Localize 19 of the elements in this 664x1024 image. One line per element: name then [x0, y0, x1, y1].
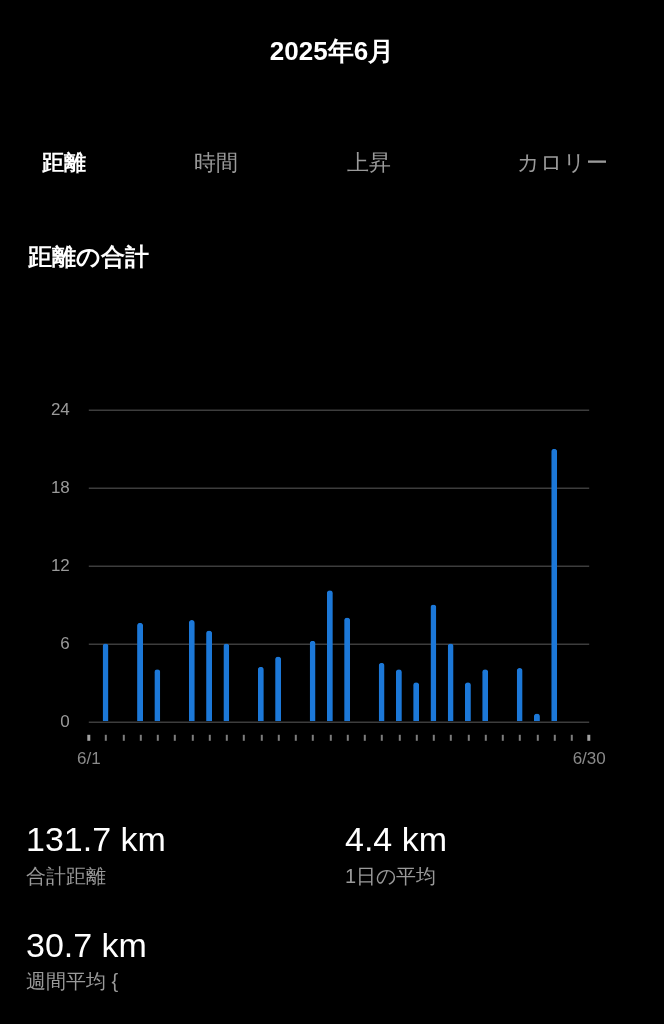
text: 距離 [40, 150, 86, 175]
y-tick-label: 0 [60, 711, 70, 731]
chart-subtitle: 距離の合計 [27, 243, 149, 270]
y-tick-label: 24 [50, 400, 70, 420]
chart-title: 2025年6月 [269, 36, 395, 66]
text: 時間 [194, 150, 238, 175]
text: 131.7 km [26, 820, 166, 858]
x-tick-label: 6/1 [76, 748, 101, 768]
x-tick-label: 6/30 [572, 748, 606, 768]
y-tick-label: 12 [50, 556, 70, 575]
y-tick-label: 18 [50, 478, 70, 498]
text: 週間平均 { [26, 970, 119, 992]
y-tick-label: 6 [60, 633, 70, 653]
text: 4.4 km [345, 820, 448, 858]
text: 上昇 [347, 150, 391, 175]
text: 1日の平均 [345, 865, 437, 887]
text: カロリー [516, 150, 608, 175]
text: 30.7 km [26, 926, 147, 964]
text: 合計距離 [26, 865, 106, 887]
